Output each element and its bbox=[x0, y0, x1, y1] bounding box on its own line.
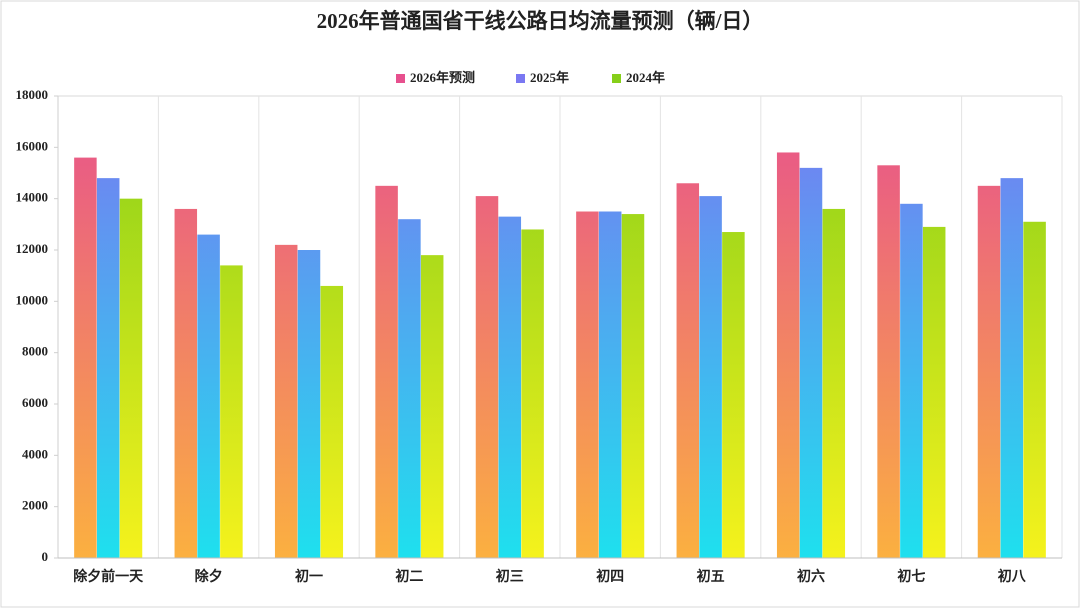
bar bbox=[877, 165, 900, 559]
x-tick-label: 初八 bbox=[998, 568, 1027, 585]
x-tick-label: 初二 bbox=[395, 568, 423, 585]
bar bbox=[776, 152, 800, 558]
bar bbox=[119, 198, 143, 558]
bar bbox=[799, 167, 823, 558]
bar bbox=[420, 255, 444, 558]
y-tick-label: 2000 bbox=[22, 498, 48, 513]
x-tick-label: 初六 bbox=[797, 568, 825, 585]
y-tick-label: 12000 bbox=[16, 241, 49, 256]
legend-label: 2025年 bbox=[530, 70, 569, 85]
bar bbox=[521, 229, 544, 558]
legend-label: 2024年 bbox=[626, 70, 665, 85]
bar bbox=[498, 216, 522, 558]
bar bbox=[197, 234, 220, 558]
bar bbox=[621, 214, 645, 559]
bar bbox=[475, 196, 499, 558]
x-tick-label: 初四 bbox=[596, 568, 624, 585]
bar bbox=[220, 265, 243, 558]
y-tick-label: 8000 bbox=[22, 344, 48, 359]
bar bbox=[576, 211, 599, 558]
y-tick-label: 10000 bbox=[16, 292, 49, 307]
bar bbox=[1000, 178, 1024, 558]
x-tick-label: 除夕前一天 bbox=[73, 568, 144, 585]
bar bbox=[174, 208, 198, 558]
bar bbox=[375, 185, 398, 559]
bar bbox=[676, 183, 700, 558]
bar bbox=[699, 196, 722, 558]
bar bbox=[822, 208, 846, 558]
legend-swatch bbox=[396, 74, 405, 83]
y-tick-label: 4000 bbox=[22, 446, 48, 461]
legend-swatch bbox=[612, 74, 621, 83]
bar bbox=[1023, 221, 1046, 558]
legend-label: 2026年预测 bbox=[410, 70, 475, 85]
legend-swatch bbox=[516, 74, 525, 83]
bar bbox=[977, 185, 1001, 559]
bar bbox=[320, 285, 344, 558]
bar bbox=[722, 232, 745, 559]
x-tick-label: 除夕 bbox=[195, 568, 223, 585]
bar bbox=[598, 211, 622, 558]
y-tick-label: 16000 bbox=[16, 138, 49, 153]
bar bbox=[900, 203, 923, 559]
y-tick-label: 6000 bbox=[22, 395, 48, 410]
y-tick-label: 14000 bbox=[16, 190, 49, 205]
x-tick-label: 初五 bbox=[697, 568, 725, 585]
bar bbox=[398, 219, 421, 558]
bar bbox=[74, 157, 97, 558]
bar bbox=[96, 178, 120, 558]
bar bbox=[922, 226, 946, 558]
y-tick-label: 18000 bbox=[16, 87, 49, 102]
y-tick-label: 0 bbox=[42, 549, 49, 564]
x-tick-label: 初一 bbox=[295, 568, 323, 585]
x-tick-label: 初三 bbox=[496, 568, 524, 585]
bar bbox=[297, 250, 321, 558]
bar bbox=[274, 244, 298, 558]
x-tick-label: 初七 bbox=[897, 568, 925, 585]
chart-title: 2026年普通国省干线公路日均流量预测（辆/日） bbox=[317, 9, 764, 33]
